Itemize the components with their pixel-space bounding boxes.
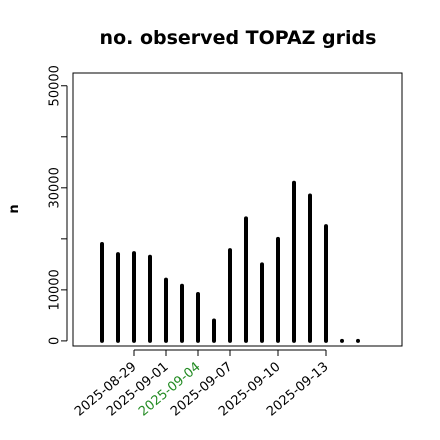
bar <box>356 338 360 343</box>
bars-group <box>100 180 360 343</box>
x-axis: 2025-08-292025-09-012025-09-042025-09-07… <box>72 349 332 420</box>
y-tick-label: 0 <box>48 337 63 345</box>
y-tick-label: 10000 <box>48 269 63 310</box>
y-tick-label: 50000 <box>48 65 63 106</box>
bar <box>340 338 344 343</box>
chart-title: no. observed TOPAZ grids <box>100 27 377 49</box>
y-axis: 0 10000 30000 50000 <box>48 65 68 345</box>
plot-frame <box>72 72 403 347</box>
y-tick-label: 30000 <box>48 167 63 208</box>
y-axis-label: n <box>7 204 22 213</box>
